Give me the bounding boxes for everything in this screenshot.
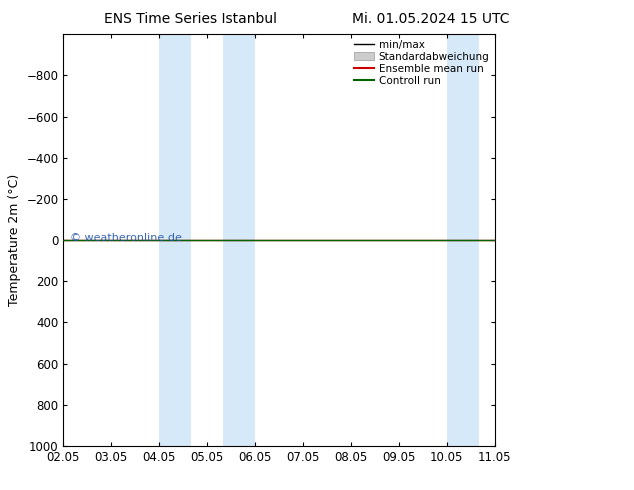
Bar <box>446 34 479 446</box>
Text: © weatheronline.de: © weatheronline.de <box>70 233 182 243</box>
Bar <box>510 34 543 446</box>
Text: ENS Time Series Istanbul: ENS Time Series Istanbul <box>104 12 276 26</box>
Bar <box>223 34 255 446</box>
Y-axis label: Temperature 2m (°C): Temperature 2m (°C) <box>8 174 21 306</box>
Bar <box>159 34 191 446</box>
Text: Mi. 01.05.2024 15 UTC: Mi. 01.05.2024 15 UTC <box>353 12 510 26</box>
Legend: min/max, Standardabweichung, Ensemble mean run, Controll run: min/max, Standardabweichung, Ensemble me… <box>354 40 489 86</box>
